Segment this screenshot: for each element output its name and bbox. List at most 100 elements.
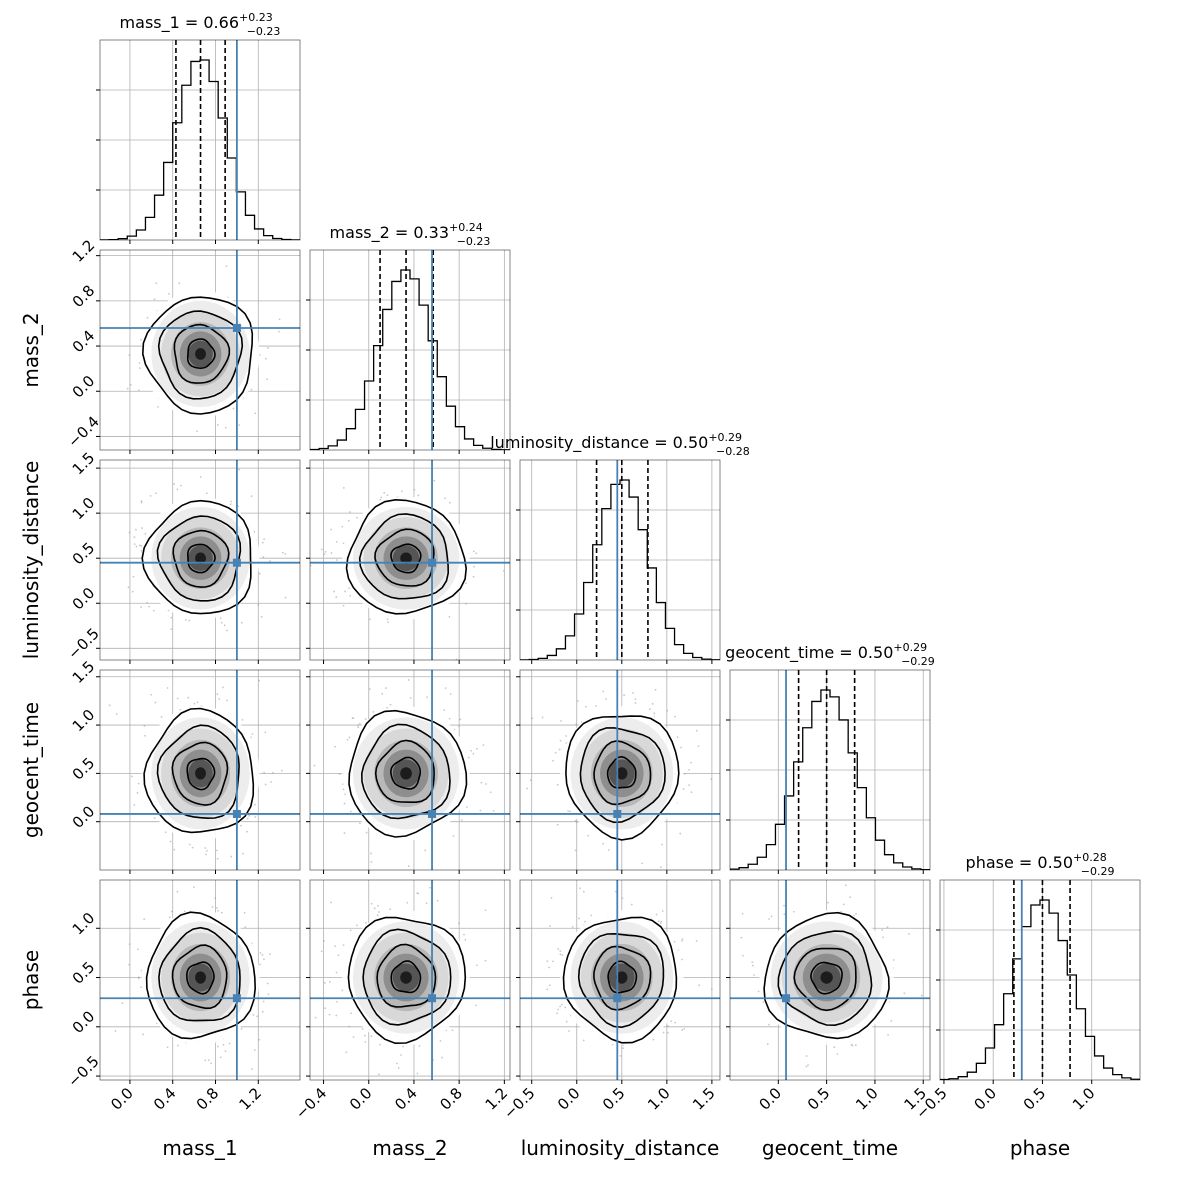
scatter-point: [169, 916, 171, 919]
scatter-point: [385, 687, 387, 689]
scatter-point: [155, 492, 157, 495]
scatter-point: [666, 709, 669, 712]
scatter-point: [364, 1041, 367, 1043]
scatter-point: [623, 694, 625, 696]
scatter-point: [258, 679, 261, 682]
scatter-point: [246, 817, 249, 820]
panel-mass_2-vs-phase: [306, 879, 511, 1084]
scatter-point: [833, 1046, 836, 1049]
scatter-point: [140, 545, 143, 547]
scatter-point: [343, 802, 346, 805]
scatter-point: [156, 225, 158, 227]
scatter-point: [205, 853, 207, 856]
scatter-point: [575, 821, 578, 824]
scatter-point: [128, 963, 131, 966]
scatter-point: [768, 918, 770, 920]
scatter-point: [170, 628, 173, 631]
scatter-point: [662, 1031, 665, 1034]
scatter-point: [854, 1044, 857, 1047]
panel-frame: [939, 879, 1141, 1081]
scatter-point: [378, 911, 380, 913]
scatter-point: [931, 988, 933, 990]
scatter-point: [564, 1006, 567, 1009]
scatter-point: [890, 1020, 893, 1022]
scatter-point: [751, 961, 754, 964]
scatter-point: [881, 929, 884, 931]
scatter-point: [246, 830, 248, 833]
scatter-point: [248, 814, 250, 817]
panel-frame: [309, 249, 511, 451]
y-tick-label: −0.5: [64, 1052, 102, 1090]
panel-frame: [99, 39, 301, 241]
y-tick-label: 0.8: [69, 281, 99, 311]
scatter-point: [224, 876, 226, 878]
scatter-point: [330, 528, 333, 531]
scatter-point: [680, 746, 682, 749]
scatter-point: [146, 316, 149, 319]
scatter-point: [380, 496, 383, 499]
scatter-point: [484, 783, 487, 785]
density-level: [820, 971, 833, 984]
scatter-point: [632, 692, 634, 694]
scatter-point: [226, 699, 228, 702]
x-tick-label: 1.0: [1069, 1084, 1099, 1114]
scatter-point: [336, 559, 338, 561]
scatter-point: [480, 781, 483, 784]
contour-line: [390, 960, 422, 994]
scatter-point: [727, 985, 729, 987]
panel-mass_1-vs-geocent_time: [96, 669, 301, 874]
panel-luminosity_distance-vs-geocent_time: [516, 669, 721, 874]
contour-line: [358, 513, 450, 600]
scatter-point: [396, 1062, 398, 1065]
density-level: [400, 552, 412, 564]
scatter-point: [556, 1012, 558, 1015]
scatter-point: [849, 896, 852, 899]
scatter-point: [211, 905, 214, 908]
scatter-point: [342, 944, 345, 947]
scatter-point: [465, 582, 468, 585]
scatter-point: [444, 497, 447, 500]
scatter-point: [467, 756, 470, 759]
scatter-point: [334, 945, 337, 948]
scatter-point: [376, 914, 379, 917]
x-tick-label: 0.0: [554, 1084, 584, 1114]
scatter-point: [641, 862, 644, 865]
scatter-point: [263, 771, 266, 774]
panel-mass_2-vs-geocent_time: [306, 669, 511, 874]
scatter-point: [241, 718, 244, 721]
scatter-point: [556, 783, 559, 786]
contour-line: [606, 755, 637, 789]
panel-mass_1-vs-phase: [96, 876, 301, 1084]
scatter-point: [464, 938, 467, 941]
scatter-point: [280, 769, 283, 772]
contour-line: [158, 926, 241, 1022]
scatter-point: [146, 601, 149, 604]
scatter-point: [559, 950, 562, 952]
contour-line: [143, 707, 255, 834]
scatter-point: [220, 621, 223, 624]
scatter-point: [142, 1033, 145, 1036]
scatter-point: [560, 720, 563, 722]
panel-mass_1-vs-luminosity_distance: [96, 459, 301, 664]
scatter-point: [168, 292, 170, 295]
density-level: [195, 552, 206, 564]
scatter-point: [741, 954, 744, 957]
x-tick-label: 0.5: [804, 1084, 834, 1114]
scatter-point: [681, 939, 683, 942]
scatter-point: [444, 687, 447, 690]
scatter-point: [137, 948, 139, 951]
scatter-point: [695, 940, 698, 942]
scatter-point: [238, 424, 241, 427]
scatter-point: [166, 1046, 169, 1049]
scatter-point: [386, 618, 389, 621]
scatter-point: [886, 926, 889, 929]
scatter-point: [614, 890, 617, 893]
scatter-point: [218, 698, 221, 700]
scatter-point: [150, 693, 153, 696]
scatter-point: [634, 702, 637, 704]
scatter-point: [429, 886, 431, 889]
scatter-point: [199, 476, 202, 478]
scatter-point: [654, 688, 657, 691]
scatter-point: [397, 1067, 400, 1069]
scatter-point: [370, 852, 372, 855]
